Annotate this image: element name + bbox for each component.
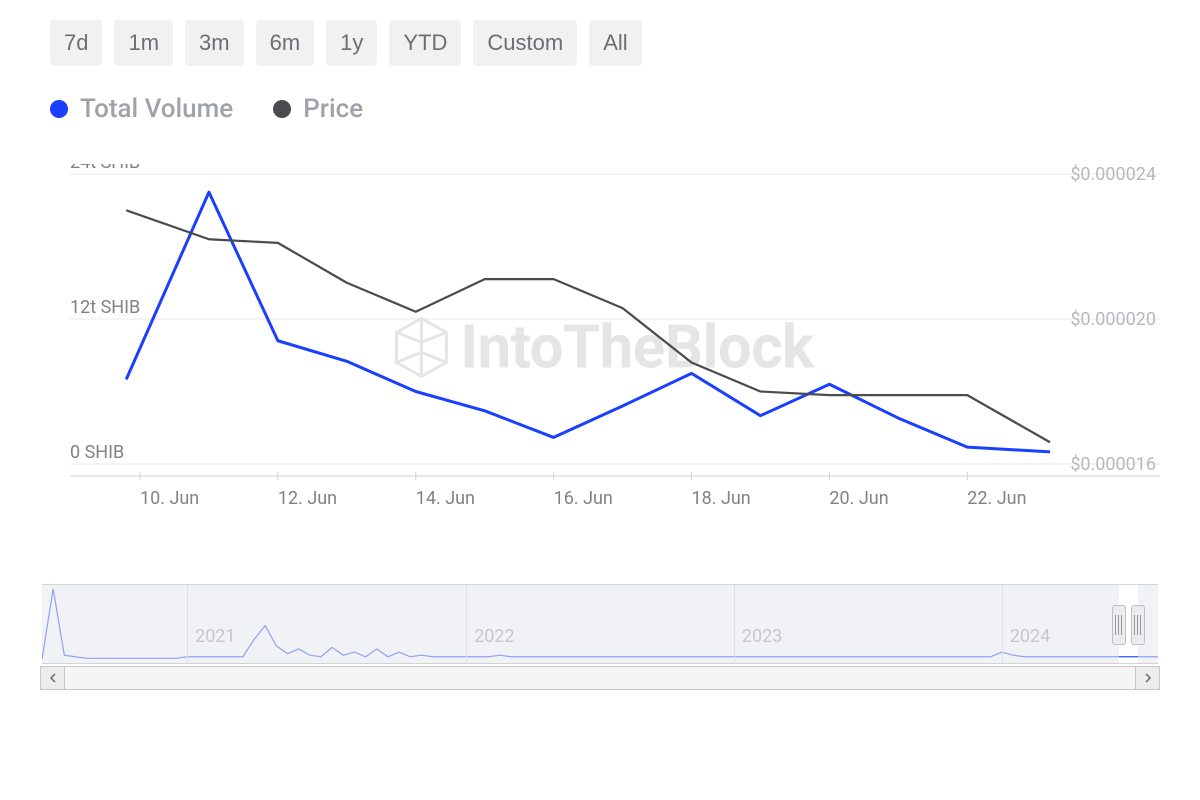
navigator-year-label: 2021 — [195, 626, 235, 647]
y-right-label: $0.000020 — [1070, 309, 1156, 330]
navigator-handle-right[interactable] — [1131, 605, 1145, 645]
range-button-custom[interactable]: Custom — [473, 20, 577, 66]
main-chart[interactable]: 24t SHIB 12t SHIB 0 SHIB $0.000024 $0.000020… — [40, 164, 1160, 524]
legend-dot-volume — [50, 100, 68, 118]
navigator-scrollbar — [40, 666, 1160, 690]
x-axis-label: 16. Jun — [554, 488, 613, 509]
navigator-year-label: 2022 — [474, 626, 514, 647]
chart-legend: Total Volume Price — [50, 94, 1160, 124]
y-left-label: 0 SHIB — [70, 442, 124, 463]
legend-label-volume: Total Volume — [80, 94, 233, 124]
x-axis-label: 20. Jun — [829, 488, 888, 509]
price-line — [126, 210, 1050, 442]
legend-label-price: Price — [303, 94, 363, 124]
legend-item-volume[interactable]: Total Volume — [50, 94, 233, 124]
navigator-scroll-left-button[interactable] — [41, 667, 65, 689]
range-button-6m[interactable]: 6m — [256, 20, 315, 66]
range-button-7d[interactable]: 7d — [50, 20, 102, 66]
navigator: 2021 2022 2023 2024 — [40, 584, 1160, 692]
navigator-scroll-track[interactable] — [65, 667, 1135, 689]
legend-dot-price — [273, 100, 291, 118]
y-left-label: 12t SHIB — [70, 297, 140, 318]
x-axis-label: 22. Jun — [967, 488, 1026, 509]
x-axis-label: 14. Jun — [416, 488, 475, 509]
navigator-chart[interactable]: 2021 2022 2023 2024 — [42, 584, 1158, 664]
chevron-right-icon — [1143, 673, 1153, 683]
y-right-label: $0.000016 — [1070, 454, 1156, 475]
y-right-label: $0.000024 — [1070, 164, 1156, 185]
chevron-left-icon — [48, 673, 58, 683]
range-button-3m[interactable]: 3m — [185, 20, 244, 66]
y-left-label: 24t SHIB — [70, 164, 140, 173]
range-button-all[interactable]: All — [589, 20, 641, 66]
range-button-1m[interactable]: 1m — [114, 20, 173, 66]
main-chart-container: IntoTheBlock 24t SHIB12t SHIB0 SHIB$0.00… — [40, 164, 1160, 544]
navigator-scroll-right-button[interactable] — [1135, 667, 1159, 689]
x-axis-label: 10. Jun — [140, 488, 199, 509]
navigator-year-label: 2024 — [1010, 626, 1050, 647]
volume-line — [126, 192, 1050, 452]
range-button-ytd[interactable]: YTD — [389, 20, 461, 66]
navigator-handle-left[interactable] — [1112, 605, 1126, 645]
x-axis-label: 12. Jun — [278, 488, 337, 509]
navigator-year-label: 2023 — [742, 626, 782, 647]
legend-item-price[interactable]: Price — [273, 94, 363, 124]
range-button-1y[interactable]: 1y — [326, 20, 377, 66]
x-axis-label: 18. Jun — [692, 488, 751, 509]
range-button-group: 7d 1m 3m 6m1y YTD Custom All — [50, 20, 1160, 66]
navigator-sparkline — [42, 589, 1158, 659]
